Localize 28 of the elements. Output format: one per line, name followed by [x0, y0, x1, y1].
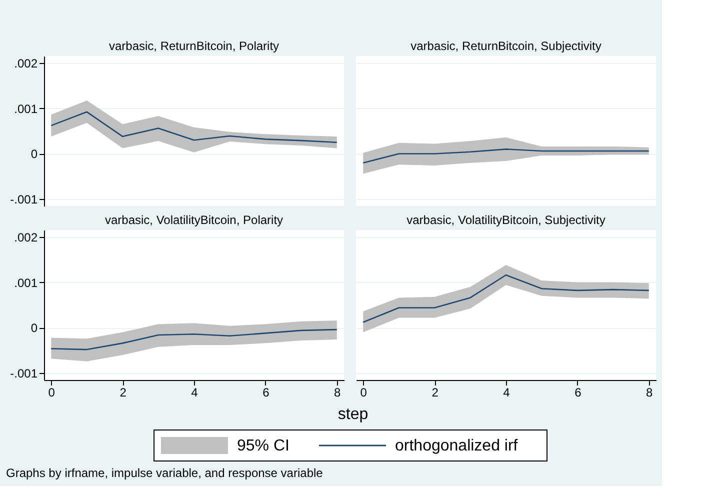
x-tick-label: 8 — [646, 386, 654, 400]
y-tick-label: -.001 — [10, 192, 38, 207]
chart-title: varbasic, ReturnBitcoin, Subjectivity — [410, 39, 602, 53]
x-tick-label: 0 — [48, 386, 56, 400]
x-tick-label: 2 — [120, 386, 127, 400]
legend-label: orthogonalized irf — [395, 438, 518, 454]
x-axis-title: step — [338, 406, 368, 423]
y-tick-label: 0 — [30, 321, 38, 336]
y-tick-label: .001 — [14, 276, 38, 290]
y-tick-label: -.001 — [10, 366, 38, 381]
chart-title: varbasic, ReturnBitcoin, Polarity — [108, 39, 280, 53]
x-tick-label: 8 — [334, 386, 342, 400]
x-tick-label: 2 — [432, 386, 439, 400]
x-tick-label: 4 — [191, 386, 198, 400]
x-tick-label: 6 — [262, 386, 270, 400]
y-tick-label: 0 — [30, 147, 38, 162]
text: Graphs by irfname, impulse variable, and response variable — [6, 466, 324, 480]
line-series — [50, 328, 338, 350]
chart-title: varbasic, VolatilityBitcoin, Subjectivity — [406, 213, 606, 227]
chart-title: varbasic, VolatilityBitcoin, Polarity — [104, 213, 284, 227]
text: 95% CI — [237, 438, 290, 454]
y-tick-label: .002 — [14, 230, 38, 244]
y-tick-label: .001 — [14, 102, 38, 116]
x-tick-label: 6 — [574, 386, 582, 400]
x-tick-label: 4 — [503, 386, 510, 400]
line-series — [50, 111, 338, 144]
x-tick-label: 0 — [360, 386, 368, 400]
y-tick-label: .002 — [14, 56, 38, 70]
